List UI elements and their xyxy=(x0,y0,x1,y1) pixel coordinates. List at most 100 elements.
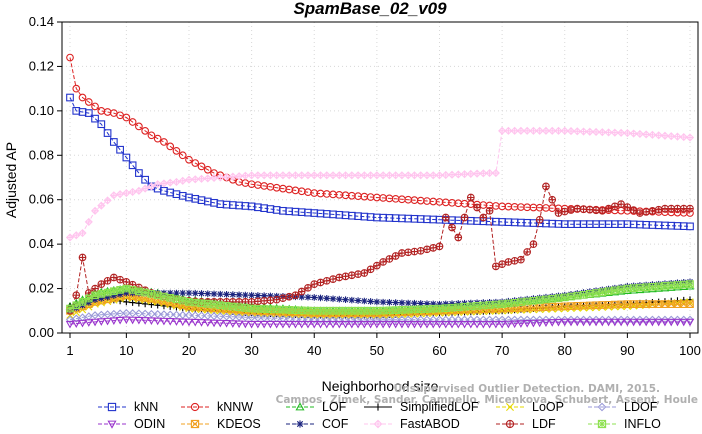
data-point xyxy=(129,299,136,306)
data-point xyxy=(122,153,131,162)
data-point xyxy=(372,320,382,329)
data-point xyxy=(610,286,619,295)
data-point xyxy=(109,309,118,318)
data-point-cross xyxy=(317,279,324,286)
data-point xyxy=(579,318,588,327)
data-point xyxy=(303,320,313,329)
data-point xyxy=(504,320,513,329)
data-point-cross xyxy=(548,196,556,204)
data-point xyxy=(685,133,695,142)
data-point xyxy=(416,305,425,314)
data-point xyxy=(491,315,500,324)
data-point-cross xyxy=(674,205,681,212)
data-point xyxy=(329,295,337,303)
data-point xyxy=(598,315,607,324)
data-point xyxy=(178,151,187,160)
data-point xyxy=(510,298,519,307)
data-point xyxy=(498,300,506,308)
data-point xyxy=(228,172,237,181)
data-point xyxy=(660,315,670,324)
data-point xyxy=(472,169,482,178)
data-point xyxy=(592,289,600,297)
data-point xyxy=(347,315,356,324)
series-knn xyxy=(66,93,694,231)
data-point xyxy=(217,290,224,298)
data-point xyxy=(316,315,325,324)
data-point xyxy=(260,292,268,299)
data-point xyxy=(686,222,694,231)
data-point xyxy=(667,315,676,324)
legend-item-simplifiedlof: SimplifiedLOF xyxy=(364,400,479,414)
data-point xyxy=(573,127,582,136)
data-point xyxy=(185,304,193,313)
data-point-cross xyxy=(342,273,349,280)
data-point xyxy=(190,402,200,412)
legend-label: LoOP xyxy=(532,400,564,414)
data-point xyxy=(103,196,112,205)
data-point xyxy=(316,320,325,329)
data-point xyxy=(498,315,507,324)
data-point xyxy=(679,132,688,142)
data-point xyxy=(454,170,463,179)
data-point-cross xyxy=(79,254,86,261)
data-point xyxy=(648,315,657,324)
data-point xyxy=(604,303,613,311)
data-point xyxy=(648,318,657,327)
data-point xyxy=(654,131,663,140)
data-point xyxy=(598,318,607,327)
data-point xyxy=(166,310,175,319)
data-point-cross xyxy=(454,234,462,241)
data-point xyxy=(78,93,87,102)
data-point xyxy=(460,320,469,329)
data-point xyxy=(209,319,219,328)
data-point xyxy=(654,282,663,291)
data-point xyxy=(410,315,419,324)
data-point-cross xyxy=(123,278,130,286)
data-point xyxy=(642,130,651,139)
data-point-cross xyxy=(617,200,625,208)
data-point-cross xyxy=(630,206,637,214)
y-tick-label: 0.12 xyxy=(29,58,54,73)
data-point xyxy=(223,291,230,298)
data-point xyxy=(235,303,243,312)
data-point xyxy=(429,300,437,308)
data-point xyxy=(335,315,344,324)
data-point xyxy=(103,310,112,319)
data-point xyxy=(667,132,676,141)
data-point xyxy=(491,168,500,178)
data-point xyxy=(84,294,93,303)
data-point-cross xyxy=(555,209,562,217)
data-point xyxy=(65,320,75,329)
data-point xyxy=(97,290,106,298)
data-point xyxy=(541,319,551,327)
data-point xyxy=(123,298,130,306)
data-point xyxy=(178,296,187,305)
data-point-cross xyxy=(686,205,694,212)
x-tick-label: 10 xyxy=(119,343,133,358)
data-point xyxy=(673,281,682,289)
data-point xyxy=(448,303,456,312)
data-point xyxy=(116,145,124,154)
data-point-cross xyxy=(667,205,675,212)
data-point-cross xyxy=(116,276,124,283)
data-point xyxy=(147,309,156,318)
credit-line2: Unsupervised Outlier Detection. DAMI, 20… xyxy=(394,383,660,395)
data-point xyxy=(285,314,294,323)
data-point xyxy=(122,316,131,325)
data-point xyxy=(447,170,457,179)
data-point xyxy=(104,293,111,301)
data-point xyxy=(209,312,219,321)
data-point-cross xyxy=(379,258,387,266)
data-point xyxy=(122,188,131,198)
data-point-cross xyxy=(98,280,105,288)
data-point xyxy=(229,291,237,298)
data-point xyxy=(485,320,494,329)
data-point xyxy=(573,291,582,300)
data-point-cross xyxy=(310,280,318,288)
x-tick-label: 70 xyxy=(495,343,509,358)
data-point xyxy=(198,290,205,297)
data-point xyxy=(510,320,519,329)
data-point xyxy=(429,315,438,324)
data-point xyxy=(554,318,563,327)
data-point xyxy=(479,315,488,324)
